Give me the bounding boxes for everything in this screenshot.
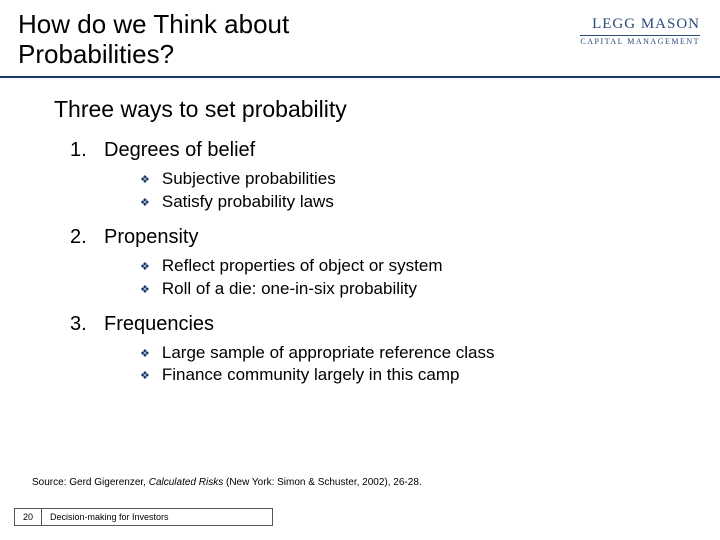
title-line-2: Probabilities? <box>18 39 174 69</box>
source-citation: Source: Gerd Gigerenzer, Calculated Risk… <box>32 477 422 488</box>
sub-item-text: Reflect properties of object or system <box>162 255 443 278</box>
sub-item: ❖ Reflect properties of object or system <box>140 255 666 278</box>
sub-item-text: Subjective probabilities <box>162 168 336 191</box>
list-item: 1. Degrees of belief ❖ Subjective probab… <box>70 139 666 214</box>
title-line-1: How do we Think about <box>18 9 289 39</box>
item-label: Frequencies <box>104 313 214 336</box>
list-item: 3. Frequencies ❖ Large sample of appropr… <box>70 313 666 388</box>
page-title: How do we Think about Probabilities? <box>18 10 289 76</box>
numbered-list: 1. Degrees of belief ❖ Subjective probab… <box>54 139 666 388</box>
logo-main-text: LEGG MASON <box>580 16 700 33</box>
logo-sub-text: CAPITAL MANAGEMENT <box>580 37 700 46</box>
sub-item-text: Satisfy probability laws <box>162 191 334 214</box>
diamond-icon: ❖ <box>140 173 150 188</box>
sub-item: ❖ Subjective probabilities <box>140 168 666 191</box>
item-number: 2. <box>70 226 90 249</box>
sub-item: ❖ Large sample of appropriate reference … <box>140 342 666 365</box>
item-label: Degrees of belief <box>104 139 255 162</box>
footer: 20 Decision-making for Investors <box>14 508 273 526</box>
diamond-icon: ❖ <box>140 196 150 211</box>
sub-item-text: Roll of a die: one-in-six probability <box>162 278 417 301</box>
source-prefix: Source: Gerd Gigerenzer, <box>32 477 149 488</box>
sub-item-text: Large sample of appropriate reference cl… <box>162 342 495 365</box>
diamond-icon: ❖ <box>140 283 150 298</box>
list-item-head: 2. Propensity <box>70 226 666 249</box>
brand-logo: LEGG MASON CAPITAL MANAGEMENT <box>580 10 700 46</box>
sub-list: ❖ Subjective probabilities ❖ Satisfy pro… <box>70 168 666 214</box>
item-label: Propensity <box>104 226 199 249</box>
header: How do we Think about Probabilities? LEG… <box>0 0 720 78</box>
diamond-icon: ❖ <box>140 369 150 384</box>
content-area: Three ways to set probability 1. Degrees… <box>0 96 720 388</box>
sub-item: ❖ Roll of a die: one-in-six probability <box>140 278 666 301</box>
list-item: 2. Propensity ❖ Reflect properties of ob… <box>70 226 666 301</box>
item-number: 1. <box>70 139 90 162</box>
list-item-head: 3. Frequencies <box>70 313 666 336</box>
sub-item: ❖ Satisfy probability laws <box>140 191 666 214</box>
subtitle: Three ways to set probability <box>54 96 666 123</box>
diamond-icon: ❖ <box>140 347 150 362</box>
sub-list: ❖ Large sample of appropriate reference … <box>70 342 666 388</box>
page-number: 20 <box>15 509 42 525</box>
footer-text: Decision-making for Investors <box>42 509 272 525</box>
item-number: 3. <box>70 313 90 336</box>
logo-divider <box>580 35 700 36</box>
source-suffix: (New York: Simon & Schuster, 2002), 26-2… <box>223 477 421 488</box>
sub-list: ❖ Reflect properties of object or system… <box>70 255 666 301</box>
diamond-icon: ❖ <box>140 260 150 275</box>
list-item-head: 1. Degrees of belief <box>70 139 666 162</box>
sub-item: ❖ Finance community largely in this camp <box>140 364 666 387</box>
source-title: Calculated Risks <box>149 477 223 488</box>
sub-item-text: Finance community largely in this camp <box>162 364 460 387</box>
